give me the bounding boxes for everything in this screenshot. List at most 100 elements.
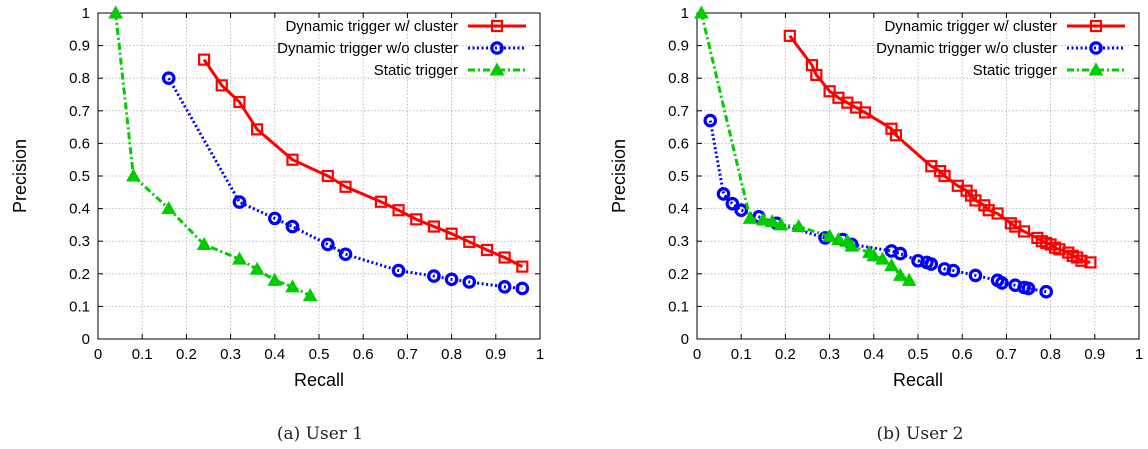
x-axis-label: Recall	[294, 370, 344, 390]
y-tick-label: 1	[681, 5, 689, 22]
y-tick-label: 0.6	[69, 135, 90, 152]
data-point	[197, 53, 211, 66]
x-tick-label: 0.9	[485, 346, 506, 363]
data-point	[742, 210, 758, 224]
data-point	[694, 5, 709, 19]
data-point	[302, 288, 318, 302]
data-point	[410, 213, 423, 226]
series-3	[694, 5, 917, 286]
data-point	[515, 281, 530, 296]
x-tick-label: 0.5	[908, 346, 929, 363]
data-point	[844, 238, 860, 252]
data-point	[703, 113, 718, 128]
data-point	[1075, 254, 1088, 267]
data-point	[215, 79, 228, 92]
y-tick-label: 0.1	[668, 298, 689, 315]
data-point	[516, 260, 529, 273]
data-point	[858, 106, 872, 119]
legend-marker	[489, 62, 505, 76]
data-point	[463, 235, 476, 248]
x-tick-label: 0.2	[176, 346, 197, 363]
caption-user-1: (a) User 1	[276, 424, 364, 444]
data-point	[480, 243, 494, 257]
data-point	[161, 201, 177, 215]
data-point	[338, 247, 353, 262]
y-tick-label: 0.5	[69, 168, 90, 185]
data-point	[392, 204, 405, 217]
data-point	[734, 203, 748, 218]
series-line	[708, 120, 1047, 294]
legend-label: Static trigger	[374, 62, 458, 79]
data-point	[1039, 284, 1053, 299]
x-tick-label: 0.8	[1040, 346, 1061, 363]
x-tick-label: 0.7	[397, 346, 418, 363]
x-tick-label: 0.6	[952, 346, 973, 363]
x-tick-label: 0.3	[220, 346, 241, 363]
data-point	[866, 248, 882, 262]
y-tick-label: 0.9	[69, 38, 90, 55]
grid	[98, 13, 540, 339]
series-line	[202, 58, 524, 268]
x-tick-label: 0.1	[132, 346, 153, 363]
data-point	[764, 214, 780, 228]
x-tick-label: 0.7	[996, 346, 1017, 363]
legend-label: Static trigger	[973, 62, 1057, 79]
chart-1: 0 0.1 0.2 0.3 0.4 0.5 0.6 0.7 0.8 0.9 1 0 0.1 0.2 0.3 0…	[10, 5, 544, 390]
chart-2: 0 0.1 0.2 0.3 0.4 0.5 0.6 0.7 0.8 0.9 1 0 0.1 0.2 0.3 0…	[609, 5, 1143, 390]
data-point	[893, 246, 908, 261]
data-point	[725, 196, 740, 211]
x-tick-label: 0.3	[819, 346, 840, 363]
data-point	[892, 267, 908, 281]
data-point	[497, 280, 512, 294]
y-tick-label: 0.2	[69, 266, 90, 283]
data-point	[968, 268, 983, 283]
y-tick-label: 0.3	[668, 233, 689, 250]
data-point	[267, 211, 282, 226]
y-tick-label: 0.2	[668, 266, 689, 283]
y-tick-label: 0.7	[69, 103, 90, 120]
y-tick-label: 0.8	[668, 70, 689, 87]
legend-marker	[1089, 41, 1103, 55]
legend-label: Dynamic trigger w/ cluster	[884, 18, 1057, 35]
data-point	[108, 5, 124, 19]
data-point	[1084, 256, 1097, 269]
data-point	[982, 204, 995, 217]
data-point	[249, 261, 265, 275]
data-point	[991, 207, 1004, 220]
caption-user-2: (b) User 2	[876, 424, 964, 444]
data-point	[716, 187, 731, 201]
data-point	[285, 279, 300, 293]
data-point	[823, 85, 836, 98]
series-2	[703, 113, 1053, 299]
legend-marker	[490, 41, 504, 55]
legend-label: Dynamic trigger w/ cluster	[285, 18, 458, 35]
legend-marker	[490, 19, 504, 33]
y-tick-label: 0.7	[668, 103, 689, 120]
data-point	[884, 258, 899, 272]
y-tick-label: 0.6	[668, 135, 689, 152]
y-tick-label: 0.3	[69, 233, 90, 250]
y-tick-label: 0	[82, 331, 90, 348]
y-tick-label: 0.1	[69, 298, 90, 315]
data-point	[196, 236, 212, 250]
data-point	[1053, 243, 1066, 256]
data-point	[1021, 281, 1036, 296]
legend-label: Dynamic trigger w/o cluster	[277, 40, 458, 57]
data-point	[267, 272, 283, 286]
x-tick-label: 0.6	[353, 346, 374, 363]
legend-label: Dynamic trigger w/o cluster	[876, 40, 1057, 57]
series-line	[167, 77, 523, 290]
data-point	[374, 195, 387, 208]
series-1	[783, 29, 1097, 269]
data-point	[427, 269, 441, 283]
data-point	[938, 169, 951, 183]
x-tick-label: 0.4	[264, 346, 285, 363]
x-axis-label: Recall	[893, 370, 943, 390]
data-point	[791, 219, 807, 233]
data-point	[946, 263, 961, 278]
data-point	[391, 263, 406, 278]
x-tick-label: 0.4	[863, 346, 884, 363]
data-point	[462, 275, 477, 289]
data-point	[232, 195, 247, 209]
y-tick-label: 0.5	[668, 168, 689, 185]
